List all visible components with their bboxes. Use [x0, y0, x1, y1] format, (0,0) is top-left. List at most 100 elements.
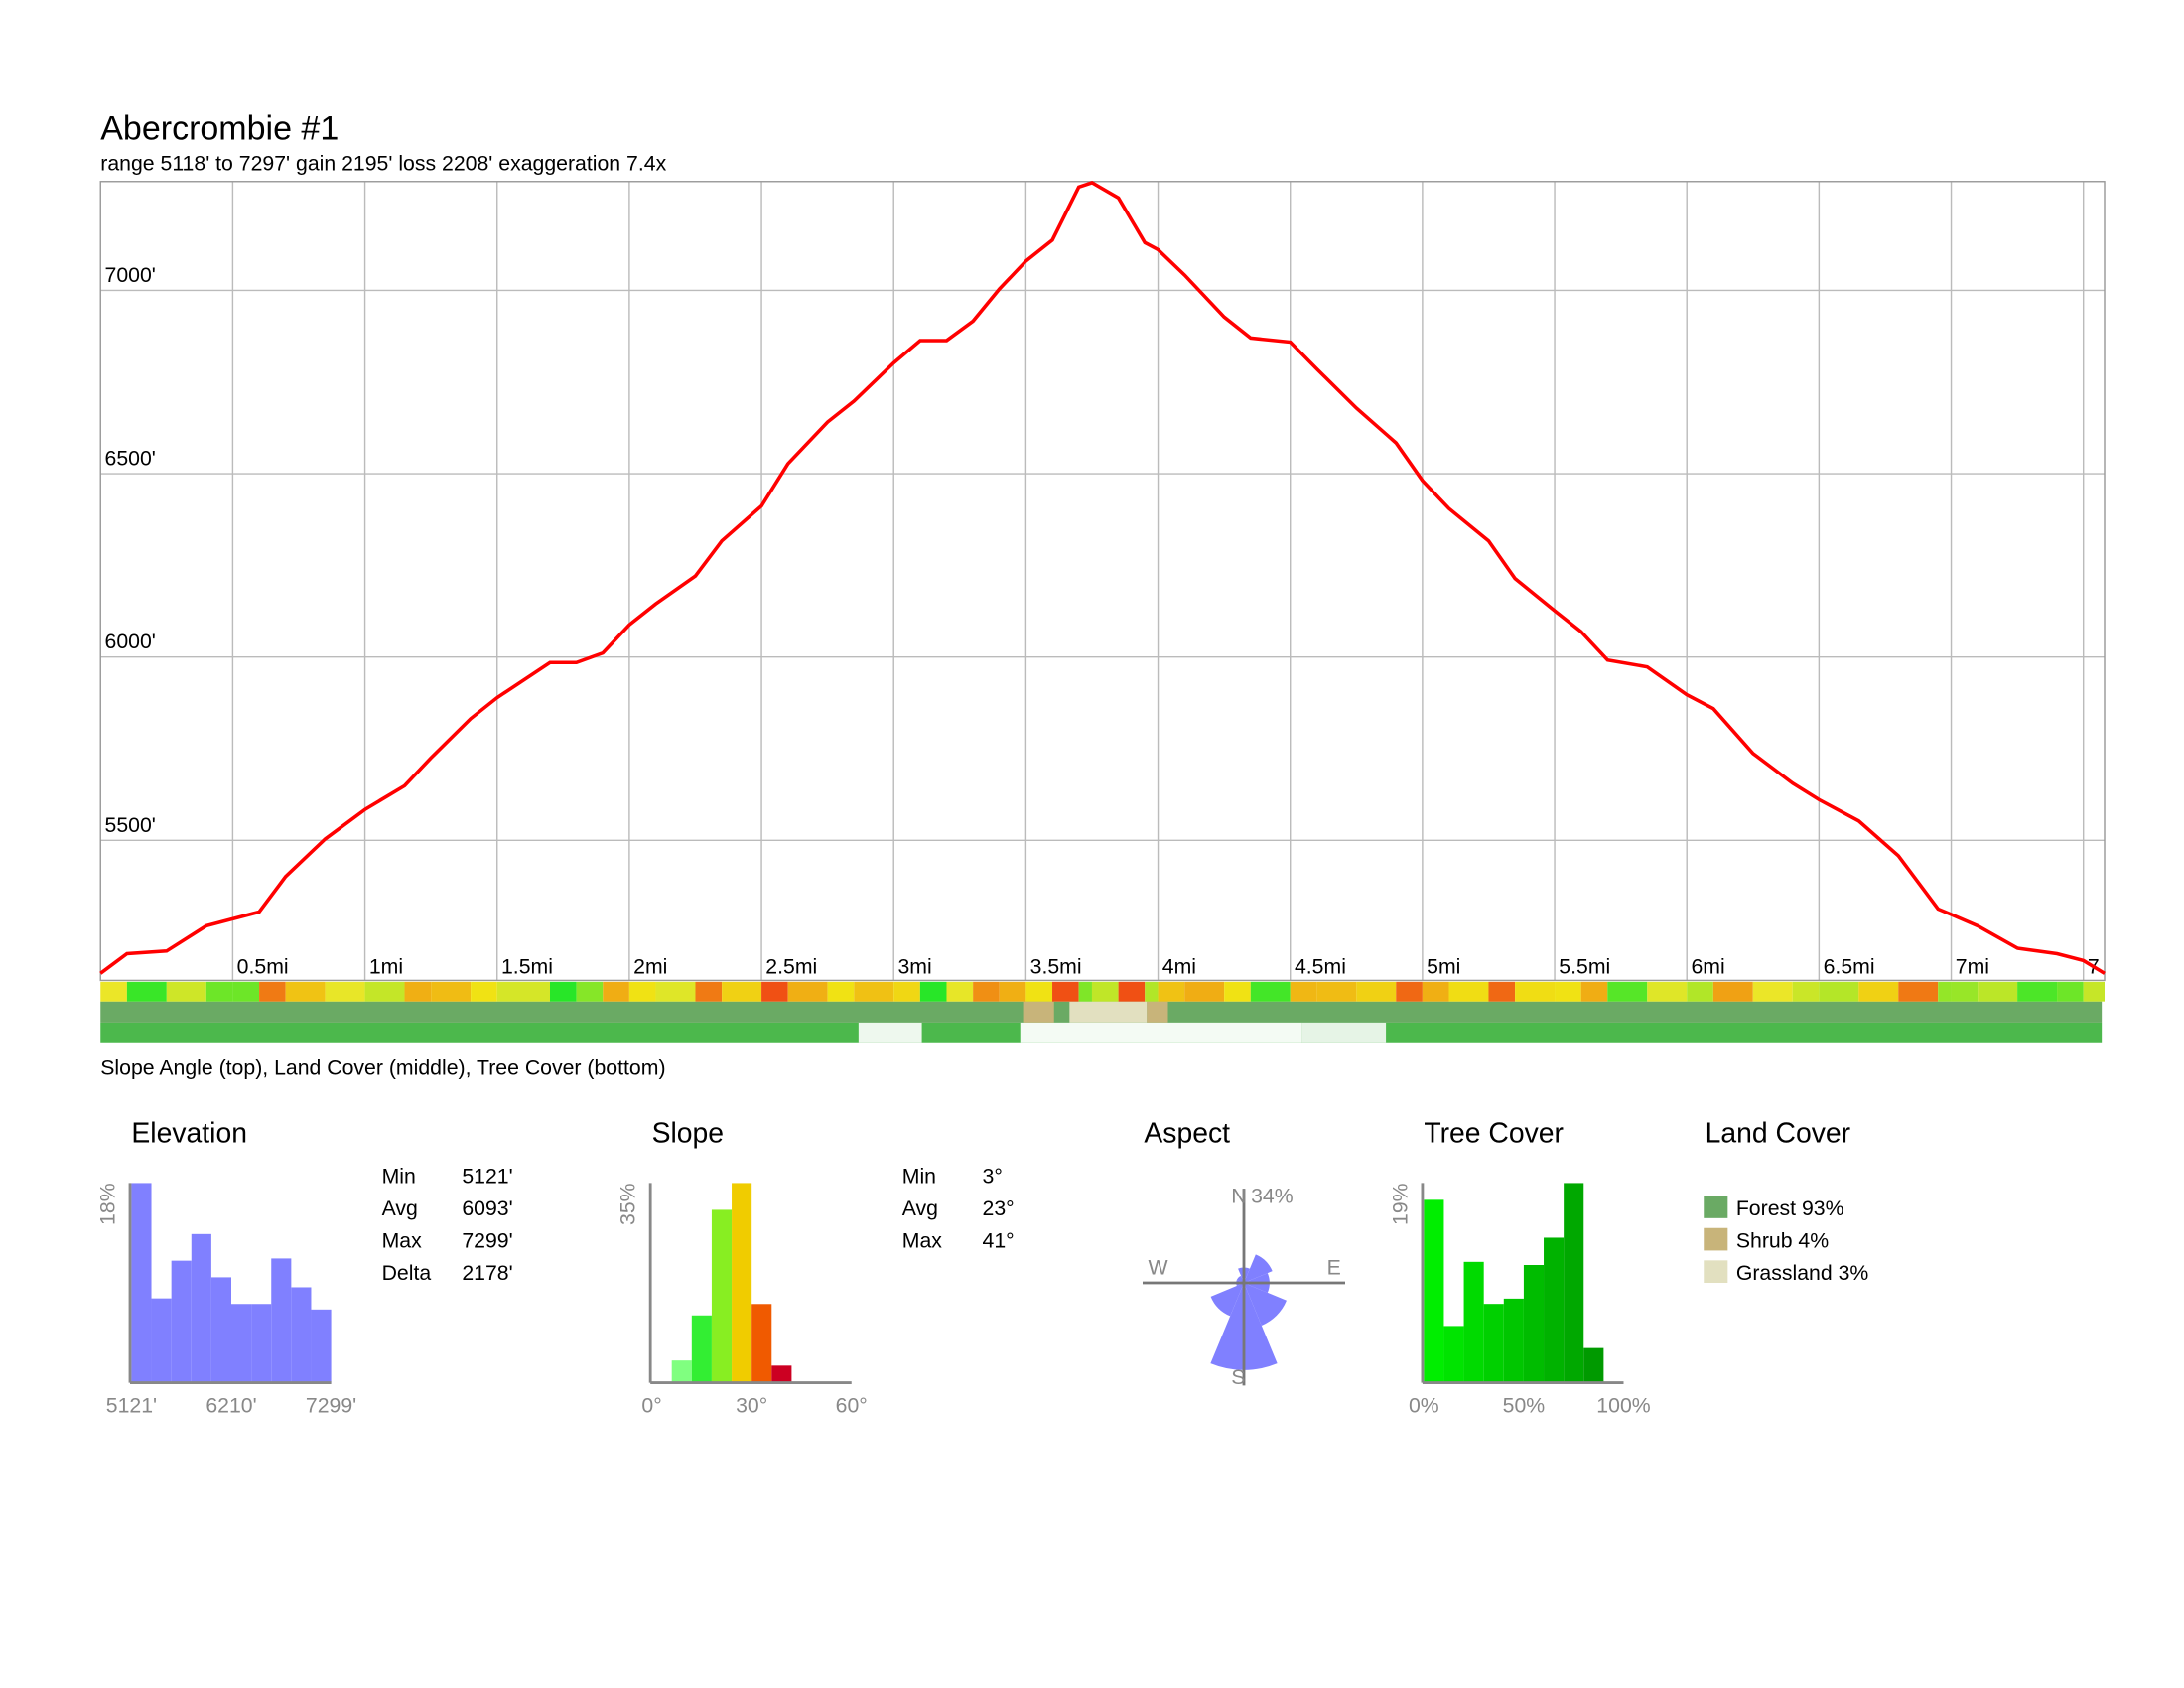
stat-value: 5121'	[462, 1164, 512, 1188]
stat-label: Avg	[382, 1196, 418, 1220]
panel-title: Elevation	[131, 1117, 247, 1149]
bar	[711, 1209, 733, 1383]
stat-label: Avg	[902, 1196, 938, 1220]
slope-strip	[827, 981, 855, 1002]
slope-strip	[1025, 981, 1053, 1002]
x-tick-label: 0%	[1409, 1393, 1439, 1417]
x-tick-label: 50%	[1503, 1393, 1546, 1417]
legend-swatch	[1704, 1260, 1728, 1283]
land-cover-strip	[1147, 1001, 1168, 1023]
slope-strip	[259, 981, 286, 1002]
chart-subtitle: range 5118' to 7297' gain 2195' loss 220…	[100, 151, 666, 175]
slope-strip	[1858, 981, 1899, 1002]
legend-swatch	[1704, 1196, 1728, 1218]
slope-strip	[2017, 981, 2058, 1002]
slope-strip	[2057, 981, 2084, 1002]
y-tick-label: 35%	[616, 1183, 640, 1225]
slope-strip	[1145, 981, 1159, 1002]
y-tick-label: 6500'	[105, 447, 156, 471]
slope-strip	[205, 981, 233, 1002]
y-tick-label: 7000'	[105, 263, 156, 287]
bar	[271, 1258, 292, 1383]
slope-strip	[1118, 981, 1146, 1002]
slope-strip	[1580, 981, 1608, 1002]
slope-strip	[1224, 981, 1251, 1002]
slope-strip	[1316, 981, 1357, 1002]
slope-strip	[2083, 981, 2105, 1002]
slope-strip	[1422, 981, 1449, 1002]
legend-swatch	[1704, 1227, 1728, 1251]
plot-border	[99, 181, 2106, 982]
slope-strip	[1091, 981, 1119, 1002]
bar	[1443, 1326, 1464, 1383]
stat-label: Min	[902, 1164, 936, 1188]
slope-strip	[1647, 981, 1688, 1002]
slope-strip	[1607, 981, 1648, 1002]
x-tick-label: 1.5mi	[501, 954, 553, 978]
rose-sector	[1244, 1254, 1273, 1283]
x-tick-label: 6210'	[205, 1393, 256, 1417]
x-tick-label: 7299'	[306, 1393, 356, 1417]
y-tick-label: 19%	[1388, 1183, 1412, 1225]
slope-strip	[999, 981, 1026, 1002]
stat-value: 41°	[983, 1229, 1015, 1253]
bar	[311, 1309, 332, 1383]
x-tick-label: 3mi	[897, 954, 931, 978]
rose-sector	[1236, 1275, 1244, 1283]
slope-strip	[1819, 981, 1859, 1002]
bar	[191, 1233, 211, 1383]
bar	[131, 1183, 152, 1383]
bar	[732, 1183, 752, 1383]
direction-label: E	[1327, 1256, 1341, 1280]
bar	[1424, 1199, 1444, 1383]
slope-strip	[1396, 981, 1423, 1002]
y-tick-label: 6000'	[105, 630, 156, 653]
slope-strip	[431, 981, 472, 1002]
legend-label: Shrub 4%	[1736, 1229, 1829, 1253]
tree-cover-strip	[858, 1022, 922, 1043]
slope-strip	[1752, 981, 1793, 1002]
slope-strip	[1938, 981, 1952, 1002]
bar	[1544, 1237, 1565, 1383]
slope-strip	[893, 981, 920, 1002]
bar	[151, 1298, 172, 1383]
slope-strip	[232, 981, 260, 1002]
x-tick-label: 4mi	[1162, 954, 1196, 978]
x-tick-label: 7mi	[1956, 954, 1989, 978]
rose-sector	[1244, 1283, 1287, 1326]
slope-strip	[1978, 981, 2018, 1002]
stat-value: 6093'	[462, 1196, 512, 1220]
bar	[771, 1365, 792, 1383]
slope-strip	[1792, 981, 1820, 1002]
panel-title: Slope	[652, 1117, 724, 1149]
slope-strip	[1356, 981, 1397, 1002]
slope-strip	[1898, 981, 1939, 1002]
strips	[100, 981, 2105, 1043]
slope-strip	[761, 981, 788, 1002]
slope-strip	[973, 981, 1000, 1002]
slope-strip	[1951, 981, 1979, 1002]
x-tick-label: 6mi	[1691, 954, 1724, 978]
slope-strip	[919, 981, 947, 1002]
y-tick-label: 5500'	[105, 813, 156, 837]
slope-strip	[325, 981, 365, 1002]
slope-strip	[166, 981, 206, 1002]
bar	[1564, 1183, 1584, 1383]
slope-strip	[1712, 981, 1753, 1002]
x-tick-label: 1mi	[369, 954, 403, 978]
chart-title: Abercrombie #1	[100, 109, 339, 147]
x-tick-label: 4.5mi	[1295, 954, 1346, 978]
slope-strip	[364, 981, 405, 1002]
x-tick-label: 60°	[836, 1393, 868, 1417]
bar	[251, 1304, 272, 1383]
bar	[231, 1304, 252, 1383]
x-tick-label: 0°	[641, 1393, 661, 1417]
stat-label: Max	[902, 1229, 943, 1253]
bar	[1523, 1265, 1545, 1383]
slope-strip	[126, 981, 167, 1002]
slope-strip	[1184, 981, 1225, 1002]
slope-strip	[576, 981, 604, 1002]
land-cover-strip	[1023, 1001, 1054, 1023]
